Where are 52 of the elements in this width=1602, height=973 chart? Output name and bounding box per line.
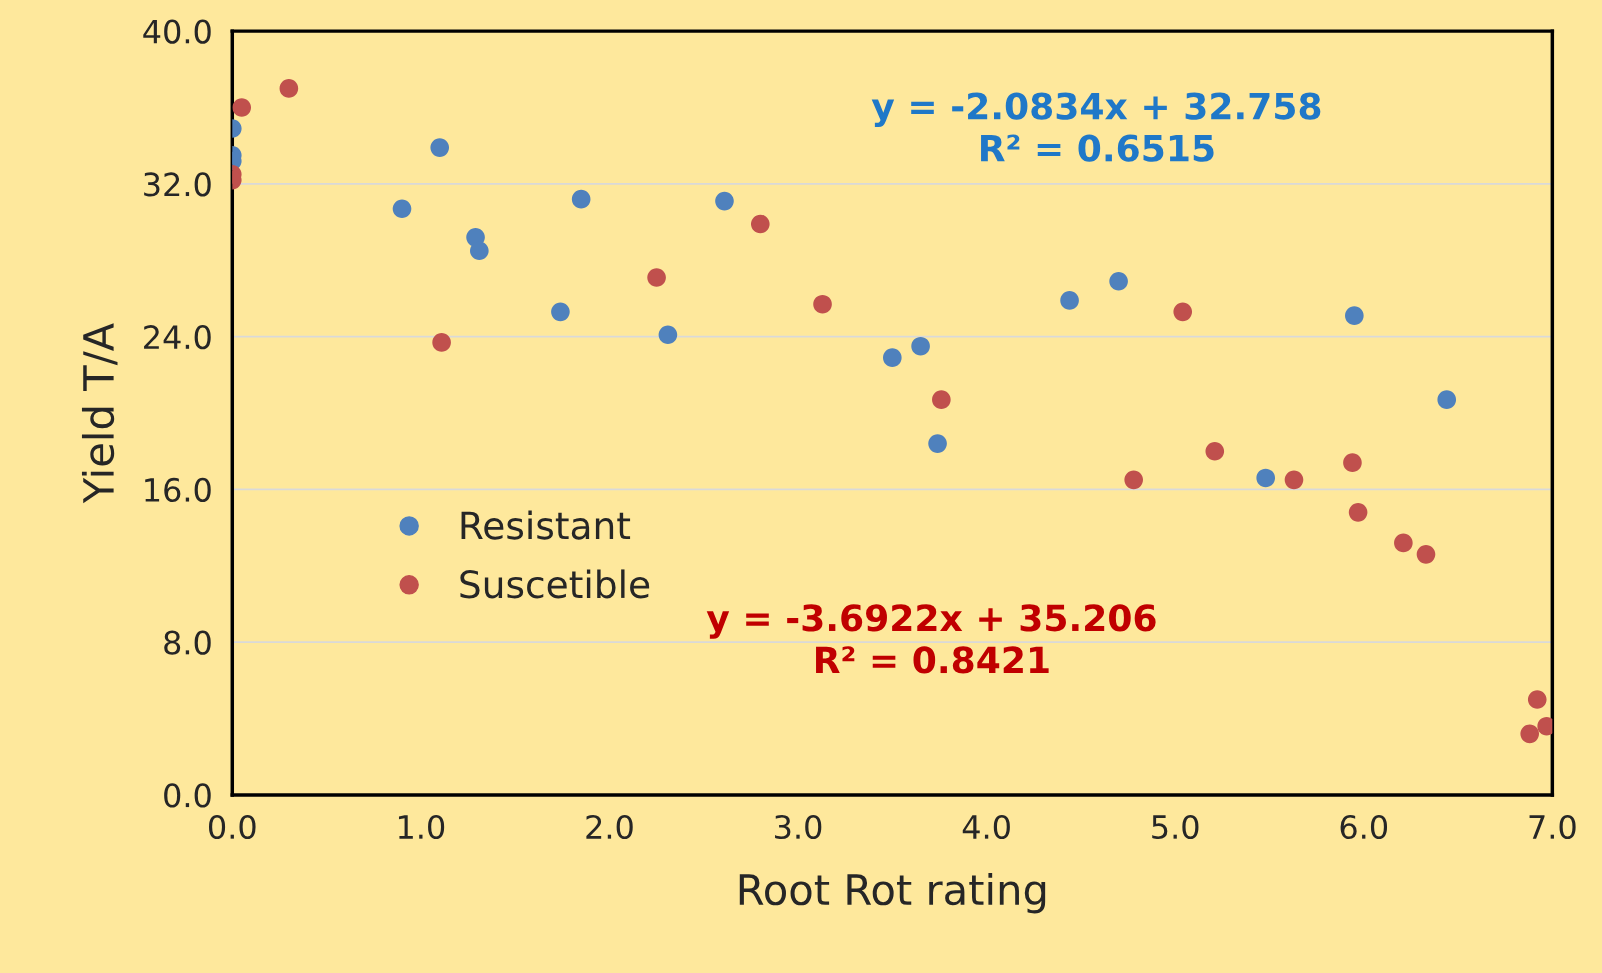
point [1527, 690, 1547, 709]
point [715, 191, 734, 211]
point [1284, 470, 1304, 490]
point [750, 214, 770, 234]
point [432, 333, 451, 352]
point [430, 138, 450, 157]
point [1416, 545, 1436, 564]
point [1437, 390, 1457, 409]
point [1343, 453, 1362, 472]
legend-label: Suscetible [460, 569, 650, 599]
x-tick-label: 2.0 [586, 814, 633, 840]
y-tick-label: 16.0 [145, 477, 211, 503]
y-axis-title: Yield T/A [81, 323, 118, 504]
y-tick-label: 24.0 [144, 325, 211, 350]
point [1394, 533, 1413, 553]
point [883, 348, 902, 367]
point [932, 390, 951, 409]
point [392, 199, 412, 219]
point [1520, 724, 1540, 744]
y-tick-label: 32.0 [144, 172, 211, 197]
point [279, 79, 299, 98]
point [1256, 468, 1276, 488]
point [928, 434, 947, 453]
x-tick-label: 5.0 [1152, 814, 1199, 840]
point [647, 268, 666, 287]
x-tick-label: 0.0 [209, 814, 256, 840]
x-tick-label: 1.0 [398, 814, 445, 840]
annotation: y = -2.0834x + 32.758 R² = 0.6515 [871, 92, 1321, 162]
point [1348, 503, 1368, 522]
point [1205, 441, 1225, 461]
y-tick-label: 0.0 [164, 783, 211, 808]
annotation: y = -3.6922x + 35.206 R² = 0.8421 [706, 604, 1156, 674]
point [551, 302, 570, 322]
point [1173, 302, 1193, 322]
point [1345, 306, 1364, 325]
x-tick-label: 4.0 [962, 814, 1010, 840]
point [1060, 291, 1079, 310]
y-tick-label: 40.0 [143, 19, 211, 44]
point [1109, 271, 1128, 291]
point [470, 241, 489, 261]
point [571, 189, 591, 209]
x-axis-title: Root Rot rating [739, 873, 1046, 914]
x-tick-label: 3.0 [775, 814, 822, 840]
point [911, 336, 930, 356]
x-tick-label: 6.0 [1340, 814, 1388, 840]
point [658, 325, 678, 345]
point [232, 98, 252, 117]
point [813, 294, 832, 314]
point [1124, 470, 1144, 490]
legend-label: Resistant [461, 510, 631, 540]
y-tick-label: 8.0 [164, 630, 211, 655]
x-tick-label: 7.0 [1529, 814, 1576, 840]
